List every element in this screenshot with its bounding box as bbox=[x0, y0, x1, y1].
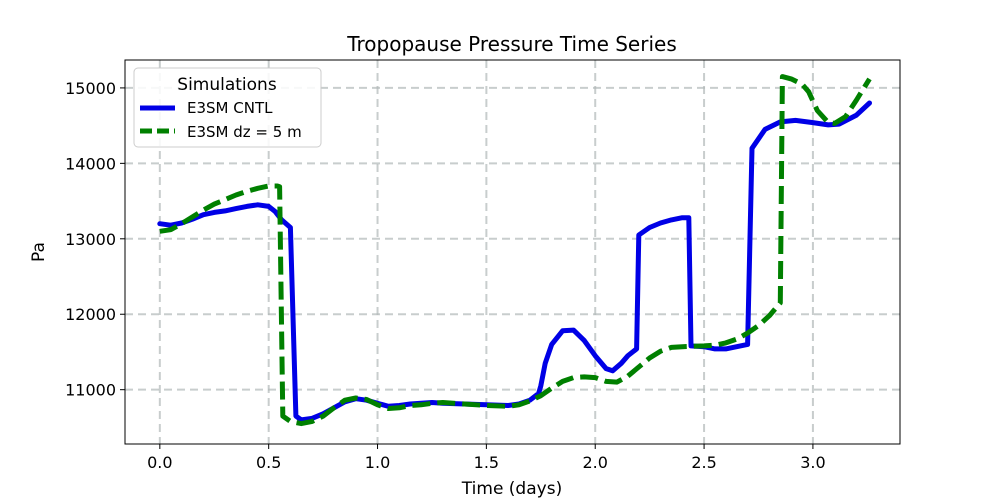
series-line-e3sm-dz-5-m bbox=[159, 74, 872, 427]
legend-box bbox=[133, 67, 322, 148]
y-tick-label: 11000 bbox=[65, 381, 116, 400]
legend-label-e3sm-cntl: E3SM CNTL bbox=[187, 99, 273, 117]
legend-title: Simulations bbox=[177, 75, 277, 95]
x-tick-label: 3.0 bbox=[800, 453, 825, 472]
y-tick-label: 14000 bbox=[65, 154, 116, 173]
x-tick-label: 0.0 bbox=[147, 453, 172, 472]
y-tick-label: 12000 bbox=[65, 305, 116, 324]
x-tick-label: 1.5 bbox=[474, 453, 499, 472]
y-axis: 11000 12000 13000 14000 15000 bbox=[65, 79, 125, 400]
x-tick-label: 2.0 bbox=[582, 453, 607, 472]
y-tick-label: 15000 bbox=[65, 79, 116, 98]
series-line-e3sm-cntl bbox=[157, 100, 872, 423]
legend: Simulations E3SM CNTL E3SM dz = 5 m bbox=[133, 67, 322, 148]
y-axis-label: Pa bbox=[29, 242, 49, 262]
plot-frame bbox=[124, 59, 901, 445]
x-tick-label: 2.5 bbox=[691, 453, 716, 472]
chart-title: Tropopause Pressure Time Series bbox=[346, 32, 677, 56]
y-tick-label: 13000 bbox=[65, 230, 116, 249]
x-tick-label: 0.5 bbox=[256, 453, 281, 472]
x-axis: 0.0 0.5 1.0 1.5 2.0 2.5 3.0 bbox=[147, 444, 826, 472]
series-layer bbox=[157, 74, 872, 427]
legend-label-e3sm-dz-5m: E3SM dz = 5 m bbox=[187, 123, 302, 141]
x-tick-label: 1.0 bbox=[365, 453, 390, 472]
x-axis-label: Time (days) bbox=[461, 479, 562, 499]
